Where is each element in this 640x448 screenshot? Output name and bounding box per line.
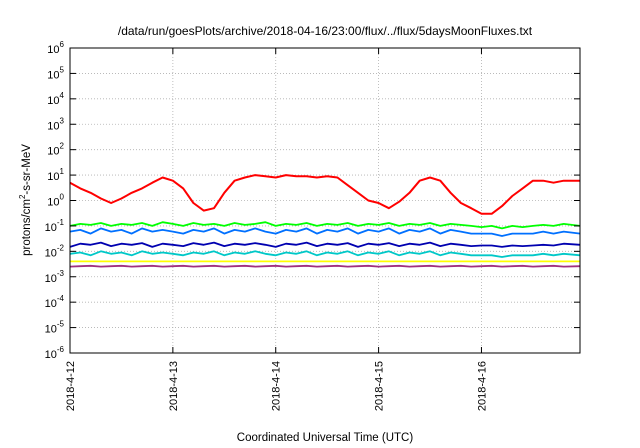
x-tick-label: 2018-4-12 [65, 361, 77, 411]
y-tick-base: 10 [45, 349, 57, 361]
x-tick-label: 2018-4-14 [271, 361, 283, 411]
axis-ticks [69, 47, 580, 354]
y-tick-base: 10 [47, 197, 59, 209]
y-tick-base: 10 [47, 171, 59, 183]
x-tick-labels: 2018-4-12 2018-4-13 2018-4-14 2018-4-15 2018… [65, 361, 488, 411]
series-line-4 [69, 250, 581, 258]
y-tick-base: 10 [47, 44, 59, 56]
x-tick-label: 2018-4-16 [476, 361, 488, 411]
y-tick-exp: -6 [57, 345, 65, 354]
y-tick-label: 101 [47, 167, 64, 183]
y-tick-base: 10 [45, 324, 57, 336]
y-tick-base: 10 [45, 273, 57, 285]
y-tick-base: 10 [47, 120, 59, 132]
y-tick-base: 10 [45, 298, 57, 310]
y-tick-label: 106 [47, 40, 64, 56]
x-tick-label: 2018-4-15 [374, 361, 386, 411]
y-axis-label-tail: -s-sr-MeV [21, 144, 33, 195]
series-layer [69, 174, 581, 268]
y-tick-exp: -4 [57, 294, 65, 303]
series-line-3 [69, 241, 581, 248]
y-tick-label: 10-1 [45, 218, 65, 234]
chart-title: /data/run/goesPlots/archive/2018-04-16/2… [118, 24, 533, 38]
y-tick-base: 10 [45, 222, 57, 234]
y-tick-exp: 4 [60, 91, 65, 100]
x-axis-label: Coordinated Universal Time (UTC) [237, 432, 414, 444]
grid-lines [70, 48, 580, 353]
series-line-0 [69, 174, 581, 215]
y-tick-base: 10 [45, 247, 57, 259]
y-tick-exp: 6 [60, 40, 65, 49]
series-line-6 [69, 264, 581, 268]
y-tick-label: 10-3 [45, 269, 65, 285]
y-tick-exp: -5 [57, 320, 65, 329]
y-tick-exp: 5 [60, 65, 65, 74]
series-line-2 [69, 227, 581, 237]
y-tick-labels: 10-610-510-410-310-210-11001011021031041… [45, 40, 65, 361]
y-tick-label: 10-6 [45, 345, 65, 361]
y-tick-label: 105 [47, 65, 64, 81]
y-axis-label-sup: 2 [18, 194, 27, 199]
series-line-1 [69, 221, 581, 230]
y-tick-label: 103 [47, 116, 64, 132]
y-tick-label: 10-2 [45, 243, 65, 259]
y-tick-label: 102 [47, 142, 64, 158]
y-tick-exp: 0 [60, 193, 65, 202]
y-tick-base: 10 [47, 69, 59, 81]
y-tick-label: 100 [47, 193, 64, 209]
y-tick-label: 10-5 [45, 320, 65, 336]
y-tick-exp: -1 [57, 218, 65, 227]
y-tick-base: 10 [47, 146, 59, 158]
y-tick-exp: -2 [57, 243, 65, 252]
y-tick-exp: -3 [57, 269, 65, 278]
y-axis-label-main: protons/cm [21, 199, 33, 256]
y-tick-label: 104 [47, 91, 64, 107]
y-tick-exp: 3 [60, 116, 65, 125]
y-axis-label: protons/cm2-s-sr-MeV [18, 144, 33, 256]
y-tick-label: 10-4 [45, 294, 65, 310]
x-tick-label: 2018-4-13 [168, 361, 180, 411]
y-tick-base: 10 [47, 95, 59, 107]
y-tick-exp: 2 [60, 142, 65, 151]
y-tick-exp: 1 [60, 167, 65, 176]
